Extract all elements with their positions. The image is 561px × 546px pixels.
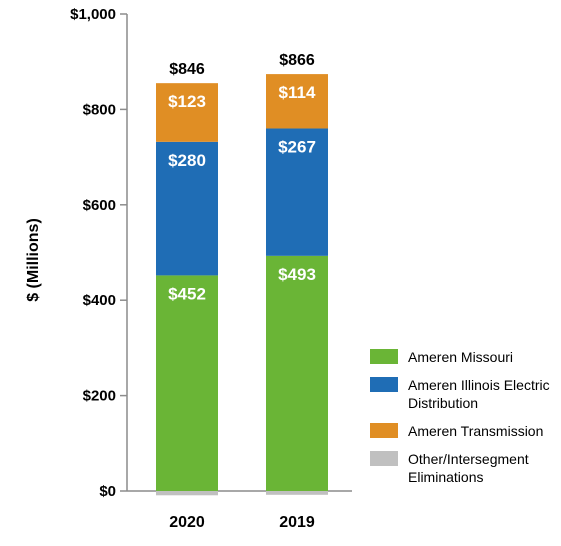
legend-label: Other/Intersegment Eliminations: [408, 451, 529, 485]
bar-total-label: $866: [279, 52, 315, 69]
legend-item: Ameren Missouri: [370, 348, 555, 366]
legend-item: Ameren Illinois Electric Distribution: [370, 376, 555, 412]
legend: Ameren Missouri Ameren Illinois Electric …: [370, 348, 555, 496]
legend-label: Ameren Missouri: [408, 349, 514, 365]
legend-item: Other/Intersegment Eliminations: [370, 450, 555, 486]
legend-swatch: [370, 423, 398, 438]
bar-segment: [266, 255, 328, 491]
segment-value-label: $267: [278, 137, 316, 156]
bars: [156, 74, 328, 496]
y-tick-label: $200: [83, 388, 116, 405]
segment-value-label: $493: [278, 265, 316, 284]
segment-value-label: $114: [279, 83, 316, 102]
segment-value-label: $123: [168, 92, 206, 111]
segment-value-label: $452: [168, 284, 206, 303]
bar-segment: [156, 275, 218, 491]
y-tick-label: $600: [83, 197, 116, 214]
bar-segment: [156, 141, 218, 276]
bar-segment: [266, 128, 328, 256]
legend-swatch: [370, 451, 398, 466]
y-tick-label: $0: [99, 483, 116, 500]
labels: $452 $280 $123 $846 2020 $493 $267 $114 $866 2019: [168, 52, 316, 531]
legend-label: Ameren Transmission: [408, 423, 544, 439]
legend-swatch: [370, 377, 398, 392]
legend-label: Ameren Illinois Electric Distribution: [408, 377, 550, 411]
y-axis-label: $ (Millions): [25, 218, 42, 302]
bar-segment: [156, 83, 218, 142]
y-tick-label: $800: [83, 101, 116, 118]
legend-swatch: [370, 349, 398, 364]
y-tick-label: $1,000: [70, 6, 116, 23]
bar-segment: [156, 491, 218, 496]
bar-segment: [266, 491, 328, 495]
axes: $0 $200 $400 $600 $800 $1,000: [70, 6, 352, 500]
y-tick-label: $400: [83, 292, 116, 309]
bar-total-label: $846: [169, 61, 205, 78]
x-category-label: 2020: [169, 514, 205, 531]
bar-segment: [266, 74, 328, 129]
legend-item: Ameren Transmission: [370, 422, 555, 440]
x-category-label: 2019: [279, 514, 315, 531]
segment-value-label: $280: [168, 151, 206, 170]
